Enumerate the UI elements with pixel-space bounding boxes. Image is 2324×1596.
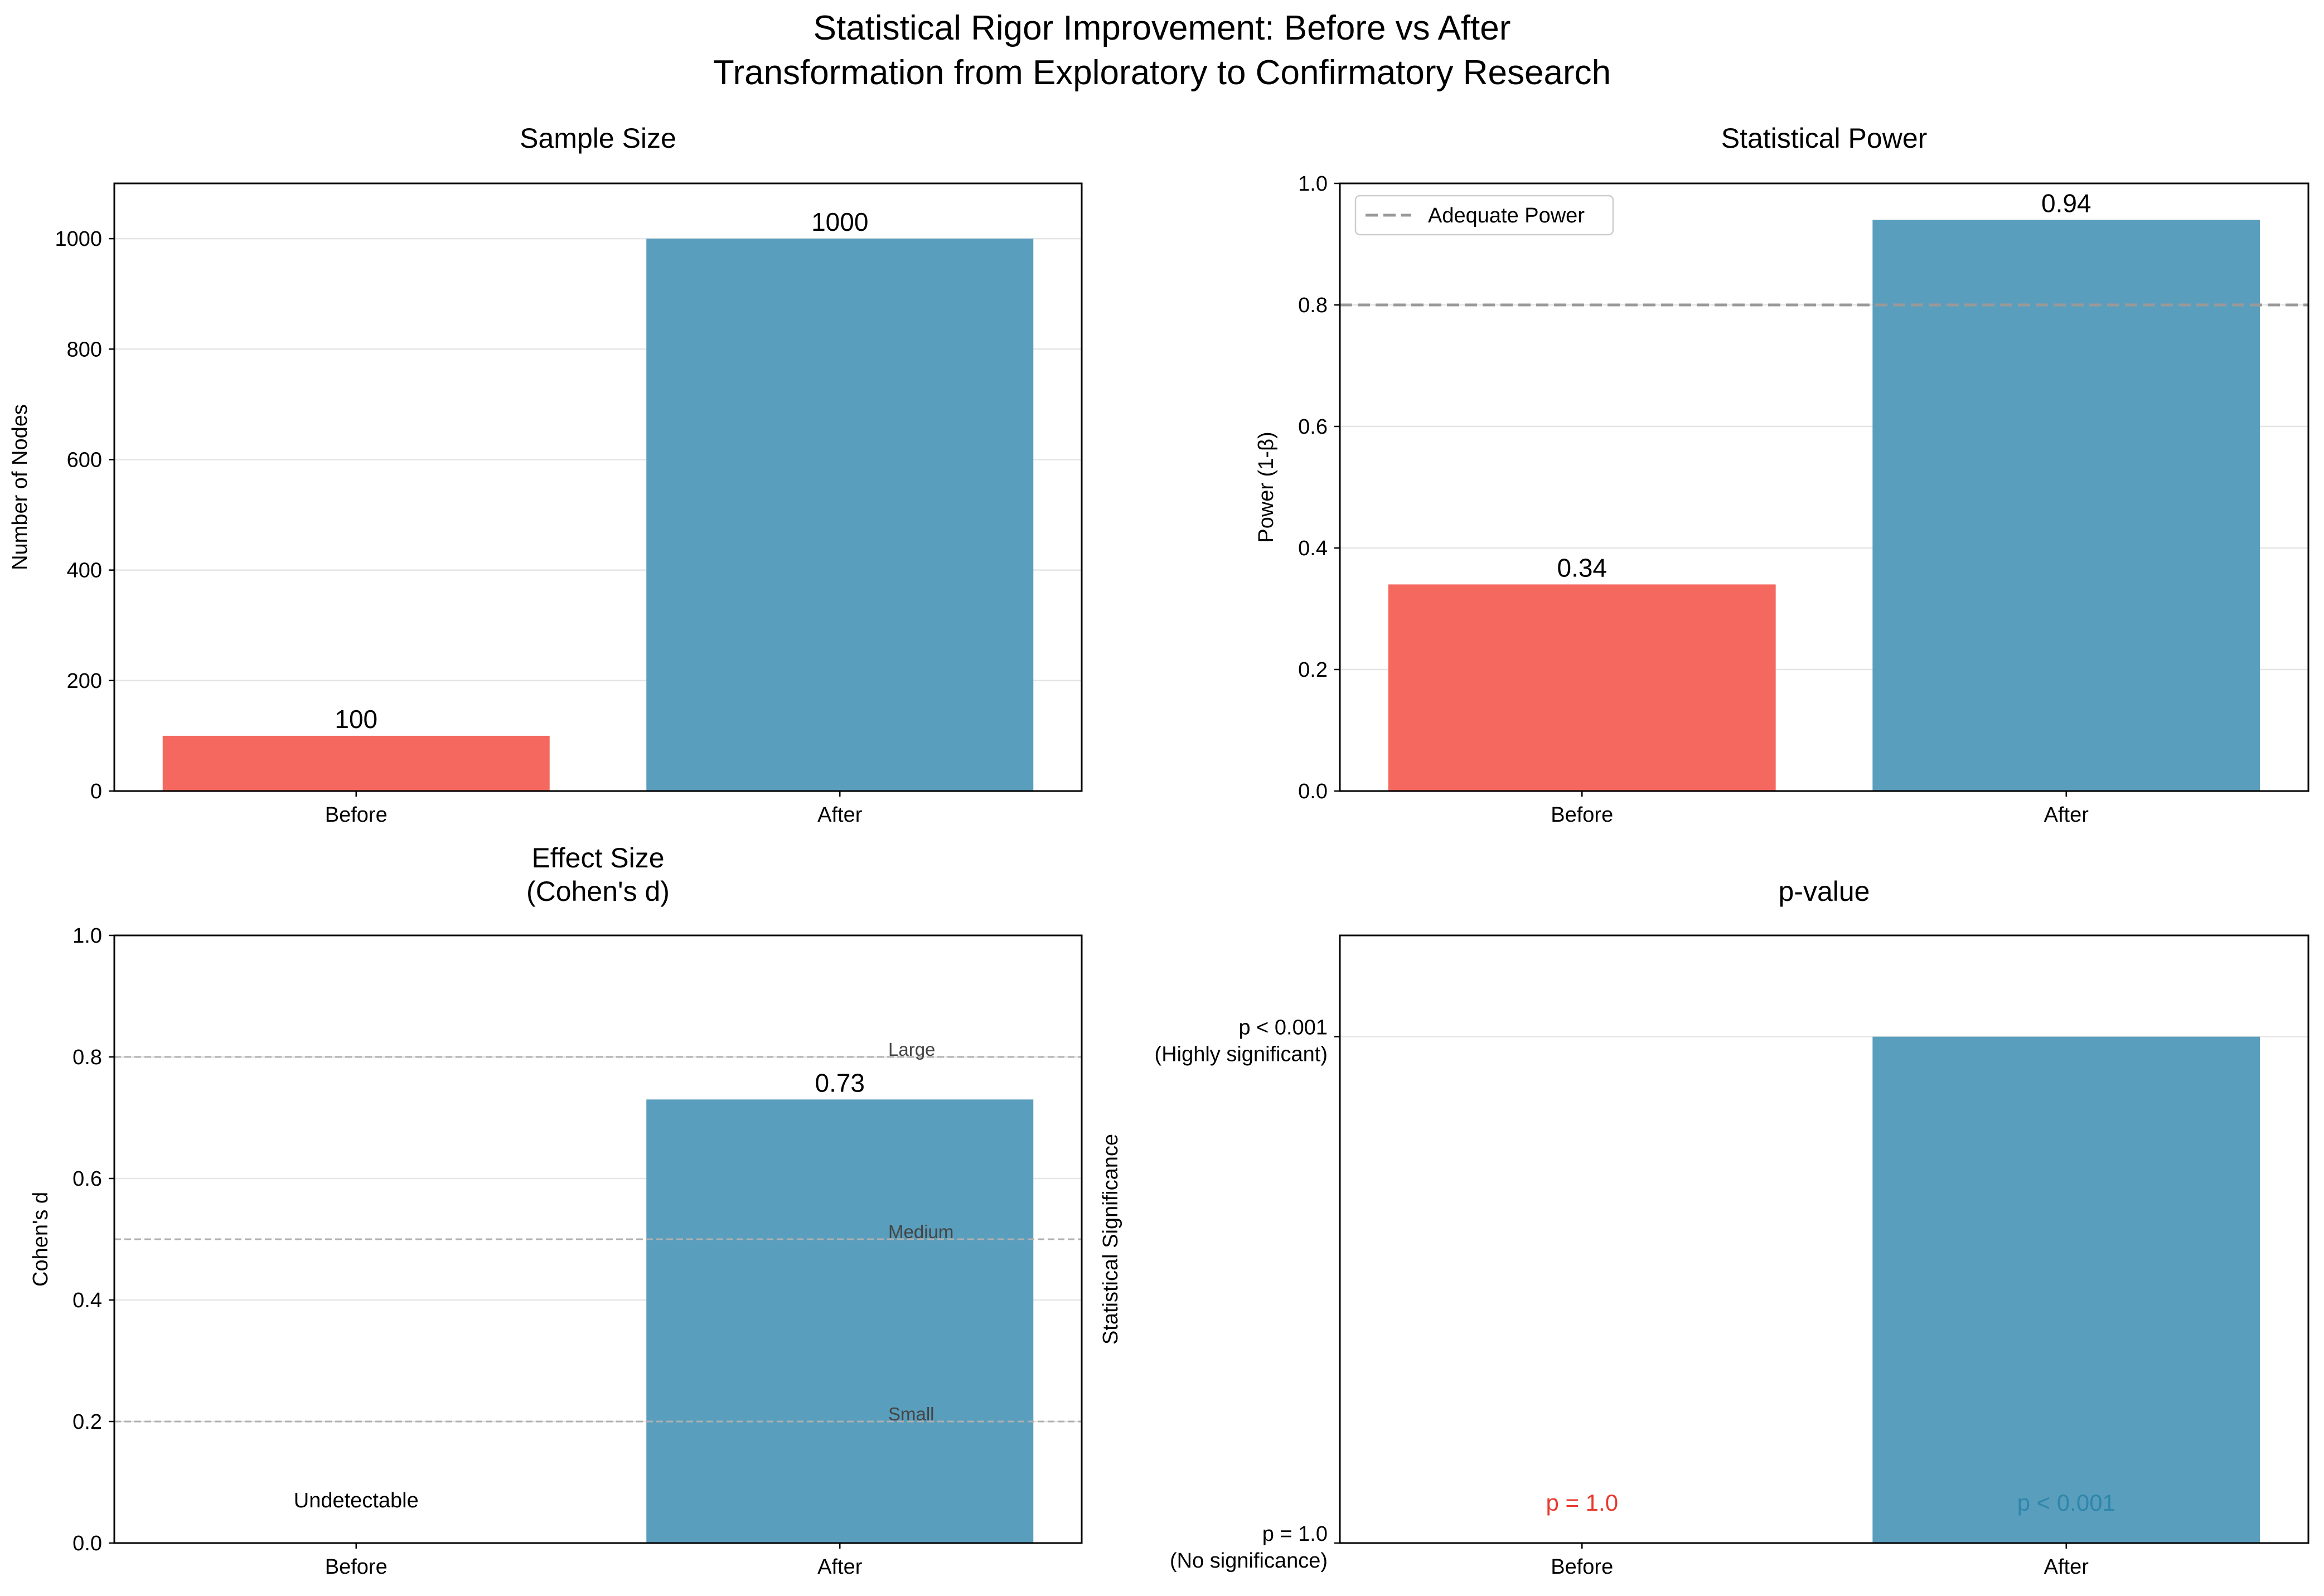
panel-title: p-value	[1779, 876, 1870, 907]
bar-before	[1388, 584, 1776, 791]
panel-title-line2: (Cohen's d)	[526, 876, 670, 907]
y-tick-label: 0.6	[1298, 415, 1328, 439]
y-tick-label: 600	[67, 448, 102, 472]
y-tick-label: 400	[67, 559, 102, 583]
y-tick-label: 1000	[55, 227, 102, 251]
y-tick-label: 0.6	[72, 1167, 102, 1191]
reference-line-label: Medium	[888, 1221, 953, 1242]
y-tick-label: 0.2	[72, 1410, 102, 1434]
legend-box	[1354, 195, 1614, 236]
y-tick-label: 0.0	[72, 1532, 102, 1555]
panel-title-line1: Effect Size	[531, 842, 664, 874]
y-tick-label: 1.0	[72, 924, 102, 948]
y-tick-label: 0	[90, 780, 102, 803]
x-tick-label: After	[817, 803, 863, 827]
y-axis-label: Statistical Significance	[1099, 1134, 1122, 1345]
value-label-before: p = 1.0	[1546, 1490, 1618, 1516]
value-label-before: Undetectable	[294, 1489, 419, 1512]
bar-after	[1872, 1036, 2260, 1543]
chart-panel-2: Statistical Power 0.34 0.94 Before After 0.0 0…	[1255, 123, 2310, 827]
bar-before	[162, 735, 550, 791]
reference-line-label: Small	[888, 1404, 935, 1424]
y-axis-label: Number of Nodes	[8, 404, 32, 570]
axes-frame	[113, 934, 1083, 1544]
reference-line-label: Large	[888, 1039, 935, 1060]
y-axis-label: Power (1-β)	[1255, 431, 1278, 542]
figure-title-line1: Statistical Rigor Improvement: Before vs…	[813, 9, 1511, 47]
value-label-after: 1000	[811, 207, 868, 236]
x-tick-label: Before	[325, 803, 388, 827]
y-tick-label: 0.4	[1298, 537, 1328, 560]
y-tick-label: 0.4	[72, 1289, 102, 1312]
y-tick-label: 0.0	[1298, 780, 1328, 803]
bar-after	[1872, 220, 2260, 791]
panel-title: Sample Size	[520, 123, 676, 154]
x-tick-label: After	[817, 1555, 863, 1579]
legend-entry: Adequate Power	[1428, 204, 1585, 227]
y-tick-label: 800	[67, 338, 102, 361]
x-tick-label: After	[2044, 803, 2089, 827]
y-axis-label: Cohen's d	[29, 1192, 52, 1287]
y-tick-label: 0.8	[72, 1046, 102, 1069]
axes-frame	[113, 182, 1083, 792]
y-tick-label: 1.0	[1298, 172, 1328, 196]
y-tick-label-sub: (Highly significant)	[1155, 1043, 1328, 1066]
chart-panel-3: Effect Size(Cohen's d) Small Medium Large Un…	[29, 842, 1083, 1579]
panel-title: Statistical Power	[1721, 123, 1928, 154]
value-label-after: p < 0.001	[2017, 1490, 2115, 1516]
y-tick-label: 0.8	[1298, 294, 1328, 317]
bar-after	[646, 239, 1034, 791]
axes-frame	[1339, 934, 2310, 1544]
y-tick-label: 200	[67, 670, 102, 693]
x-tick-label: Before	[325, 1555, 388, 1579]
bar-after	[646, 1099, 1034, 1543]
y-tick-label: 0.2	[1298, 658, 1328, 682]
y-tick-label: p = 1.0	[1262, 1522, 1328, 1546]
x-tick-label: Before	[1551, 803, 1613, 827]
value-label-before: 0.34	[1557, 553, 1607, 582]
value-label-after: 0.73	[815, 1068, 865, 1097]
x-tick-label: Before	[1551, 1555, 1613, 1579]
y-tick-label-sub: (No significance)	[1170, 1549, 1328, 1573]
axes-frame	[1339, 182, 2310, 792]
value-label-after: 0.94	[2041, 188, 2091, 217]
y-tick-label: p < 0.001	[1238, 1016, 1328, 1040]
figure-title-line2: Transformation from Exploratory to Confi…	[713, 54, 1611, 92]
x-tick-label: After	[2044, 1555, 2089, 1579]
chart-panel-1: Sample Size 100 1000 Before After 0 200 400 600 8…	[8, 123, 1083, 827]
chart-panel-4: p-value p = 1.0 p < 0.001 Before After p = 1.…	[1099, 876, 2310, 1579]
value-label-before: 100	[335, 705, 377, 734]
